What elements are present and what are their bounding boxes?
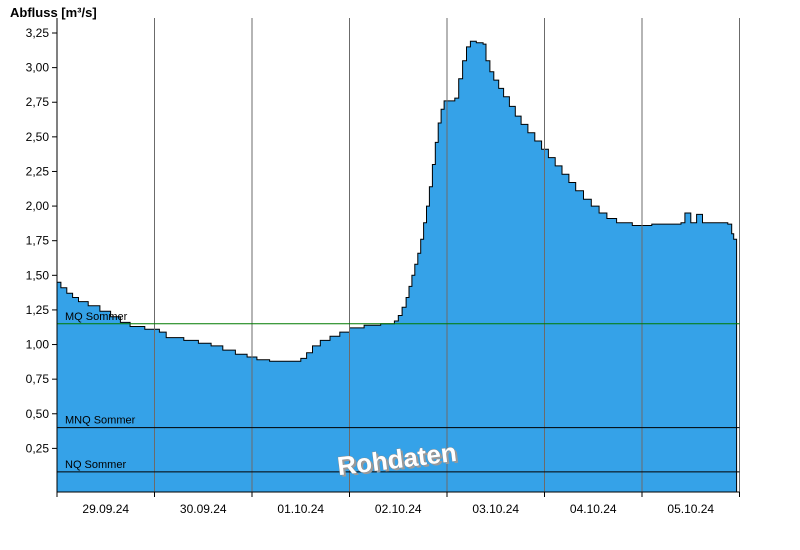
- reference-line-label-0: MQ Sommer: [65, 311, 128, 323]
- x-axis-label: 29.09.24: [82, 502, 129, 516]
- y-tick-label: 1,75: [26, 234, 50, 248]
- x-axis-label: 03.10.24: [472, 502, 519, 516]
- y-tick-label: 3,25: [26, 26, 50, 40]
- reference-line-label-2: NQ Sommer: [65, 459, 126, 471]
- y-tick-label: 1,00: [26, 338, 50, 352]
- discharge-area: [56, 40, 738, 493]
- y-tick-label: 0,75: [26, 372, 50, 386]
- x-axis-label: 05.10.24: [667, 502, 714, 516]
- y-tick-label: 2,25: [26, 164, 50, 178]
- y-tick-label: 0,50: [26, 407, 50, 421]
- chart-title: Abfluss [m³/s]: [10, 5, 97, 20]
- reference-line-label-1: MNQ Sommer: [65, 415, 136, 427]
- x-axis-label: 30.09.24: [180, 502, 227, 516]
- y-tick-label: 1,25: [26, 303, 50, 317]
- y-tick-label: 3,00: [26, 61, 50, 75]
- y-tick-label: 2,00: [26, 199, 50, 213]
- y-tick-label: 0,25: [26, 441, 50, 455]
- x-axis-label: 04.10.24: [570, 502, 617, 516]
- x-axis-label: 02.10.24: [375, 502, 422, 516]
- y-tick-label: 2,50: [26, 130, 50, 144]
- x-axis-label: 01.10.24: [277, 502, 324, 516]
- y-tick-label: 2,75: [26, 95, 50, 109]
- y-tick-label: 1,50: [26, 268, 50, 282]
